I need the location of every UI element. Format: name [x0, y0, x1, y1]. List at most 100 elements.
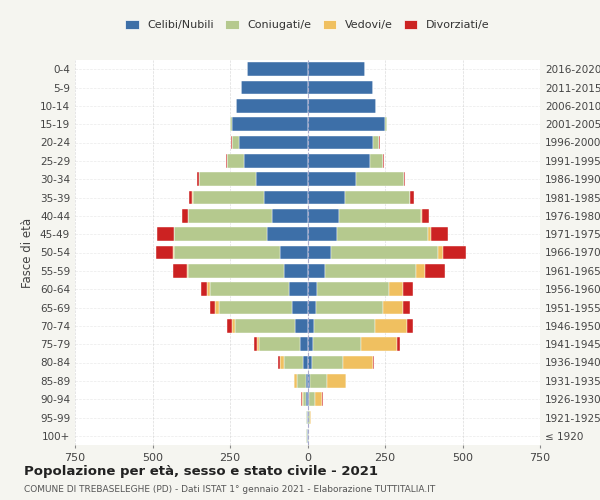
Bar	[443, 246, 466, 260]
Bar	[306, 392, 308, 406]
Bar	[284, 356, 303, 370]
Bar	[226, 154, 227, 168]
Bar	[278, 356, 280, 370]
Bar	[156, 246, 173, 260]
Bar	[385, 118, 388, 131]
Bar	[230, 118, 232, 131]
Bar	[296, 374, 306, 388]
Bar	[308, 99, 376, 112]
Bar	[331, 246, 438, 260]
Bar	[313, 338, 361, 351]
Bar	[244, 154, 308, 168]
Bar	[337, 228, 428, 241]
Bar	[421, 209, 422, 222]
Bar	[314, 319, 375, 332]
Bar	[306, 374, 308, 388]
Legend: Celibi/Nubili, Coniugati/e, Vedovi/e, Divorziati/e: Celibi/Nubili, Coniugati/e, Vedovi/e, Di…	[121, 16, 494, 35]
Bar	[210, 300, 215, 314]
Bar	[308, 154, 370, 168]
Bar	[422, 209, 429, 222]
Bar	[308, 228, 337, 241]
Bar	[197, 172, 199, 186]
Bar	[308, 374, 310, 388]
Bar	[310, 410, 311, 424]
Bar	[307, 429, 308, 442]
Bar	[300, 338, 308, 351]
Bar	[407, 319, 413, 332]
Bar	[310, 374, 327, 388]
Bar	[256, 172, 308, 186]
Bar	[410, 190, 414, 204]
Bar	[215, 300, 219, 314]
Bar	[309, 429, 310, 442]
Bar	[187, 264, 188, 278]
Bar	[344, 190, 410, 204]
Bar	[174, 228, 267, 241]
Bar	[303, 356, 308, 370]
Bar	[247, 62, 308, 76]
Bar	[173, 264, 187, 278]
Bar	[316, 300, 383, 314]
Bar	[232, 136, 239, 149]
Bar	[431, 228, 448, 241]
Bar	[308, 246, 331, 260]
Bar	[208, 282, 210, 296]
Bar	[425, 264, 445, 278]
Bar	[210, 282, 289, 296]
Bar	[438, 246, 443, 260]
Bar	[280, 356, 284, 370]
Bar	[232, 118, 308, 131]
Bar	[309, 392, 314, 406]
Bar	[306, 429, 307, 442]
Bar	[343, 356, 373, 370]
Bar	[403, 282, 413, 296]
Bar	[383, 154, 384, 168]
Bar	[189, 190, 193, 204]
Bar	[193, 190, 264, 204]
Bar	[267, 228, 308, 241]
Bar	[314, 392, 322, 406]
Bar	[373, 356, 374, 370]
Bar	[308, 338, 313, 351]
Bar	[306, 410, 307, 424]
Bar	[416, 264, 425, 278]
Bar	[235, 319, 295, 332]
Bar	[308, 300, 316, 314]
Bar	[173, 228, 174, 241]
Bar	[428, 228, 431, 241]
Bar	[325, 264, 416, 278]
Bar	[200, 282, 208, 296]
Bar	[227, 319, 232, 332]
Bar	[308, 356, 312, 370]
Bar	[403, 300, 410, 314]
Text: COMUNE DI TREBASELEGHE (PD) - Dati ISTAT 1° gennaio 2021 - Elaborazione TUTTITAL: COMUNE DI TREBASELEGHE (PD) - Dati ISTAT…	[24, 485, 435, 494]
Bar	[308, 410, 310, 424]
Bar	[308, 136, 373, 149]
Bar	[236, 99, 308, 112]
Bar	[292, 300, 308, 314]
Bar	[308, 62, 365, 76]
Bar	[302, 392, 306, 406]
Bar	[308, 319, 314, 332]
Bar	[308, 264, 325, 278]
Bar	[241, 80, 308, 94]
Bar	[308, 190, 344, 204]
Bar	[383, 300, 403, 314]
Bar	[254, 338, 257, 351]
Bar	[257, 338, 259, 351]
Bar	[356, 172, 404, 186]
Y-axis label: Fasce di età: Fasce di età	[22, 218, 34, 288]
Bar	[295, 319, 308, 332]
Bar	[327, 374, 346, 388]
Bar	[397, 338, 400, 351]
Bar	[264, 190, 308, 204]
Bar	[182, 209, 188, 222]
Bar	[188, 264, 284, 278]
Bar	[173, 246, 174, 260]
Bar	[308, 172, 356, 186]
Bar	[293, 374, 294, 388]
Bar	[317, 282, 389, 296]
Bar	[308, 118, 385, 131]
Bar	[157, 228, 173, 241]
Bar	[280, 246, 308, 260]
